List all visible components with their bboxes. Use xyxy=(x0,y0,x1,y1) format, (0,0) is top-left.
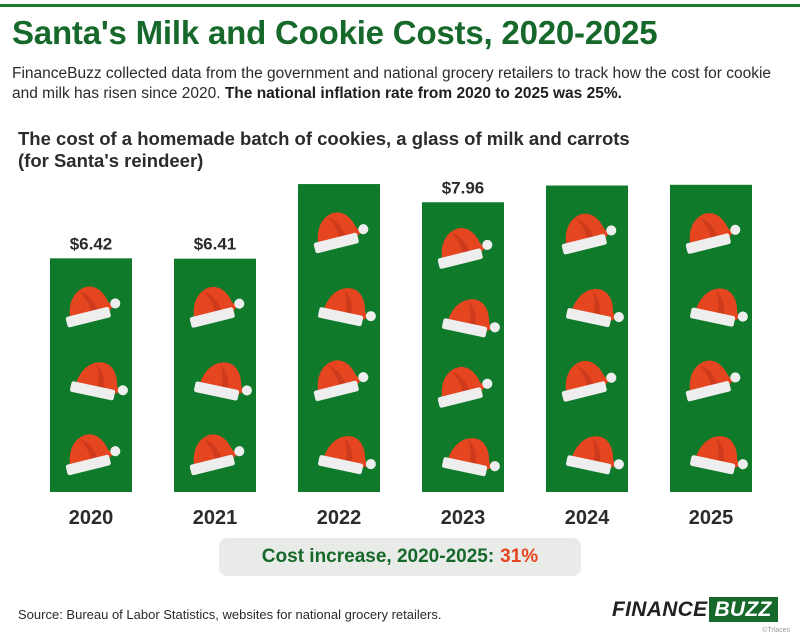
bar-2023: $7.96 2023 xyxy=(422,180,505,529)
category-label: 2025 xyxy=(689,507,734,529)
cost-increase-label: Cost increase, 2020-2025: xyxy=(261,546,495,567)
intro-bold: The national inflation rate from 2020 to… xyxy=(224,85,622,102)
financebuzz-logo: FINANCE BUZZ xyxy=(612,597,778,622)
bar-2020: $6.42 2020 xyxy=(50,234,133,529)
cost-increase-callout: Cost increase, 2020-2025: 31% xyxy=(219,538,581,576)
bar-2024: $8.42 2024 xyxy=(546,180,629,529)
value-label: $6.41 xyxy=(194,235,237,254)
top-rule xyxy=(0,4,800,7)
intro-plain: FinanceBuzz collected data from the gove… xyxy=(12,65,772,102)
source-note: Source: Bureau of Labor Statistics, webs… xyxy=(18,607,442,622)
intro-text: FinanceBuzz collected data from the gove… xyxy=(12,64,792,104)
bar-2025: $8.442025 xyxy=(670,184,753,529)
bar-2022: $8.462022 xyxy=(298,184,381,529)
image-credit: ©Trlaces xyxy=(762,627,790,634)
value-label: $8.42 xyxy=(566,180,609,181)
category-label: 2024 xyxy=(565,507,610,529)
category-label: 2022 xyxy=(317,507,362,529)
chart-title: The cost of a homemade batch of cookies,… xyxy=(18,128,630,171)
bar-chart: $6.42 2020 $6.41 2021 $8.462022 $7.96 2023 $8.4… xyxy=(50,180,753,529)
value-label: $6.42 xyxy=(70,234,113,253)
category-label: 2023 xyxy=(441,507,486,529)
category-label: 2020 xyxy=(69,507,114,529)
bar-2021: $6.41 2021 xyxy=(174,235,257,529)
category-label: 2021 xyxy=(193,507,238,529)
cost-increase-value: 31% xyxy=(500,546,539,567)
value-label: $7.96 xyxy=(442,180,485,197)
page-title: Santa's Milk and Cookie Costs, 2020-2025 xyxy=(12,14,658,51)
